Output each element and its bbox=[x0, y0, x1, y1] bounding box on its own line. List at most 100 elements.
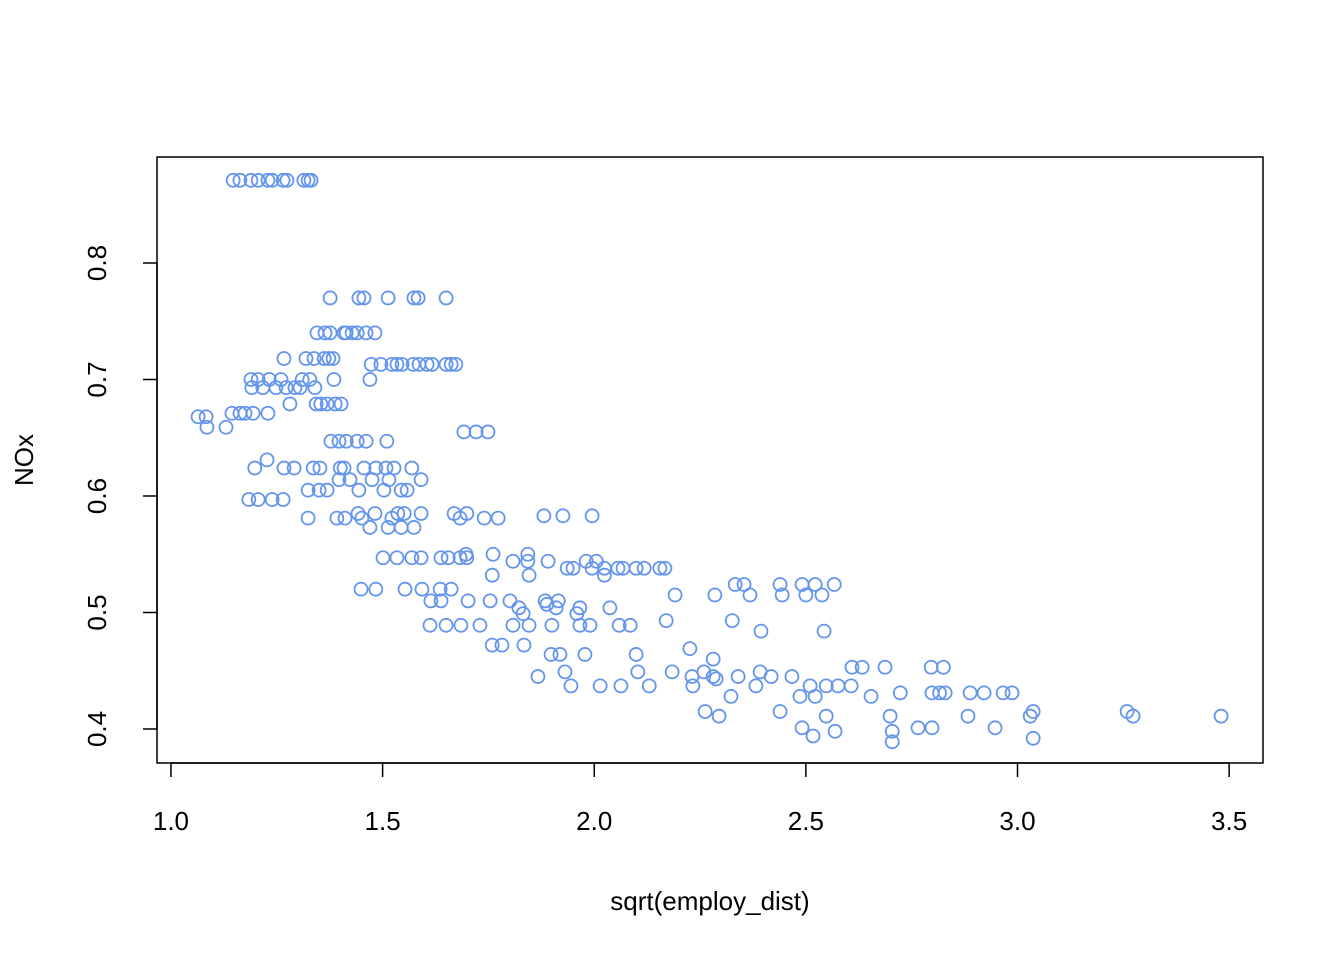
point bbox=[351, 482, 367, 498]
point bbox=[292, 380, 308, 396]
point bbox=[521, 567, 537, 583]
point bbox=[505, 617, 521, 633]
point bbox=[1004, 685, 1020, 701]
point bbox=[350, 506, 366, 521]
point bbox=[520, 553, 536, 569]
point bbox=[218, 419, 234, 435]
point bbox=[552, 647, 568, 662]
point bbox=[367, 506, 383, 521]
point bbox=[268, 380, 284, 396]
point bbox=[628, 647, 644, 662]
point bbox=[331, 472, 347, 488]
point bbox=[816, 623, 832, 639]
point bbox=[225, 172, 241, 188]
point bbox=[405, 356, 421, 372]
point bbox=[882, 708, 898, 724]
point bbox=[260, 405, 276, 421]
point bbox=[705, 651, 721, 667]
point bbox=[794, 720, 810, 736]
point bbox=[380, 290, 396, 306]
point bbox=[250, 172, 266, 188]
point bbox=[682, 641, 698, 657]
point bbox=[389, 356, 405, 372]
point bbox=[379, 433, 395, 449]
point bbox=[1213, 708, 1229, 724]
point bbox=[818, 678, 834, 694]
point bbox=[705, 669, 721, 684]
point bbox=[494, 637, 510, 653]
point bbox=[807, 688, 823, 704]
point bbox=[452, 510, 468, 526]
point bbox=[264, 492, 280, 507]
point bbox=[331, 433, 347, 449]
point bbox=[367, 325, 383, 341]
point bbox=[543, 647, 559, 662]
point bbox=[530, 669, 546, 684]
point bbox=[814, 587, 830, 603]
point bbox=[376, 482, 392, 498]
point bbox=[260, 172, 276, 188]
y-axis-label: NOx bbox=[9, 434, 39, 486]
point bbox=[582, 617, 598, 633]
y-tick-label: 0.4 bbox=[82, 711, 112, 747]
point bbox=[422, 617, 438, 633]
point bbox=[278, 380, 294, 396]
point bbox=[724, 613, 740, 629]
point bbox=[273, 372, 289, 387]
point bbox=[198, 409, 214, 425]
point bbox=[323, 433, 339, 449]
point bbox=[438, 356, 454, 372]
point bbox=[863, 688, 879, 704]
point bbox=[742, 587, 758, 603]
point bbox=[923, 659, 939, 675]
point bbox=[358, 433, 374, 449]
point bbox=[433, 550, 449, 566]
point bbox=[321, 351, 337, 366]
point bbox=[356, 290, 372, 306]
point bbox=[245, 405, 261, 421]
point bbox=[312, 460, 328, 476]
point bbox=[613, 678, 629, 694]
point bbox=[711, 708, 727, 724]
point bbox=[480, 424, 496, 440]
point bbox=[555, 508, 571, 524]
point bbox=[707, 587, 723, 603]
point bbox=[338, 433, 354, 449]
point bbox=[611, 617, 627, 633]
point bbox=[294, 372, 310, 387]
point bbox=[300, 510, 316, 526]
point bbox=[397, 581, 413, 597]
point bbox=[1022, 708, 1038, 724]
point bbox=[305, 460, 321, 476]
point bbox=[684, 669, 700, 684]
point bbox=[404, 460, 420, 476]
y-tick-label: 0.6 bbox=[82, 478, 112, 514]
point bbox=[460, 593, 476, 609]
point bbox=[610, 560, 626, 576]
point bbox=[884, 734, 900, 750]
point bbox=[476, 510, 492, 526]
point bbox=[798, 587, 814, 603]
point bbox=[484, 567, 500, 583]
point bbox=[322, 290, 338, 306]
point bbox=[394, 356, 410, 372]
point bbox=[520, 546, 536, 562]
point bbox=[433, 593, 449, 609]
point bbox=[730, 669, 746, 684]
point bbox=[363, 356, 379, 372]
point bbox=[763, 669, 779, 684]
point bbox=[456, 424, 472, 440]
point bbox=[592, 678, 608, 694]
point bbox=[482, 593, 498, 609]
point bbox=[404, 550, 420, 566]
point bbox=[652, 560, 668, 576]
point bbox=[243, 172, 259, 188]
point bbox=[264, 172, 280, 188]
point bbox=[515, 606, 531, 622]
y-tick-label: 0.8 bbox=[82, 245, 112, 281]
point bbox=[443, 581, 459, 597]
point bbox=[316, 351, 332, 366]
point bbox=[306, 351, 322, 366]
point bbox=[484, 637, 500, 653]
